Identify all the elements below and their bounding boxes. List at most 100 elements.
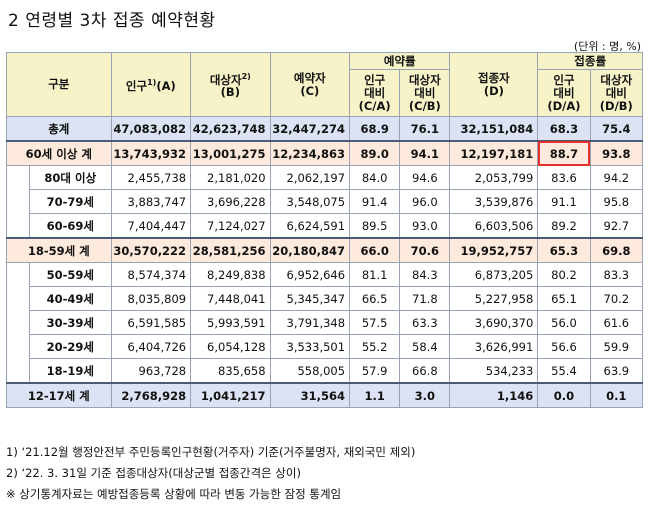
cell-tgt: 7,448,041 [190,286,271,311]
cell-rca: 55.2 [349,334,401,359]
cell-rdb: 69.8 [589,237,644,263]
row-label: 12-17세 계 [6,382,112,408]
cell-vac: 12,197,181 [449,140,539,166]
header-category: 구분 [6,52,112,117]
cell-rda: 55.4 [537,358,591,384]
cell-res: 6,952,646 [269,262,351,287]
cell-res: 558,005 [269,358,351,384]
cell-rdb: 75.4 [589,116,644,142]
table-row: 40-49세 8,035,809 7,448,041 5,345,347 66.5 71.… [6,286,644,311]
indent-cell [6,310,30,335]
cell-rdb: 93.8 [589,140,644,166]
table-row: 60세 이상 계 13,743,932 13,001,275 12,234,863 89… [6,140,644,166]
cell-rca: 57.9 [349,358,401,384]
cell-rca: 66.0 [349,237,401,263]
cell-rca: 84.0 [349,165,401,190]
footnote-3: ※ 상기통계자료는 예방접종등록 상황에 따라 변동 가능한 잠정 통계임 [6,487,342,501]
cell-tgt: 835,658 [190,358,271,384]
row-label: 40-49세 [29,286,112,311]
cell-pop: 47,083,082 [110,116,192,142]
cell-pop: 2,768,928 [110,382,192,408]
cell-tgt: 28,581,256 [190,237,271,263]
indent-cell [6,189,30,214]
row-label: 18-19세 [29,358,112,384]
cell-rcb: 63.3 [399,310,451,335]
cell-tgt: 8,249,838 [190,262,271,287]
header-tgt-ratio-d: 대상자 대비 (D/B) [589,69,644,117]
cell-pop: 6,591,585 [110,310,192,335]
cell-tgt: 6,054,128 [190,334,271,359]
row-label: 18-59세 계 [6,237,112,263]
header-vaccinated: 접종자 (D) [449,52,539,117]
cell-vac: 5,227,958 [449,286,539,311]
cell-rcb: 71.8 [399,286,451,311]
table-row: 80대 이상 2,455,738 2,181,020 2,062,197 84.0 94.… [6,165,644,190]
cell-rda: 56.6 [537,334,591,359]
cell-rca: 1.1 [349,382,401,408]
cell-rda: 68.3 [537,116,591,142]
footnote-1: 1) ‘21.12월 행정안전부 주민등록인구현황(거주자) 기준(거주불명자,… [6,445,416,459]
indent-cell [6,213,30,238]
row-label: 20-29세 [29,334,112,359]
cell-pop: 2,455,738 [110,165,192,190]
indent-cell [6,165,30,190]
highlighted-cell: 88.7 [537,140,591,166]
cell-vac: 6,603,506 [449,213,539,239]
cell-res: 31,564 [269,382,351,408]
cell-vac: 1,146 [449,382,539,408]
row-label: 60-69세 [29,213,112,239]
cell-rcb: 93.0 [399,213,451,239]
table-row: 12-17세 계 2,768,928 1,041,217 31,564 1.1 3.0 1,… [6,382,644,408]
cell-pop: 8,035,809 [110,286,192,311]
indent-cell [6,262,30,287]
cell-rca: 89.5 [349,213,401,239]
cell-rcb: 94.1 [399,140,451,166]
cell-vac: 19,952,757 [449,237,539,263]
header-population: 인구1)(A) [110,52,192,117]
cell-vac: 32,151,084 [449,116,539,142]
header-vacc-rate: 접종률 [537,52,643,70]
cell-rdb: 83.3 [589,262,644,287]
table-row: 60-69세 7,404,447 7,124,027 6,624,591 89.5 93.… [6,213,644,239]
header-reserved: 예약자 (C) [269,52,351,117]
cell-rcb: 66.8 [399,358,451,384]
row-label: 60세 이상 계 [6,140,112,166]
cell-rcb: 3.0 [399,382,451,408]
cell-tgt: 7,124,027 [190,213,271,239]
cell-res: 2,062,197 [269,165,351,190]
cell-pop: 30,570,222 [110,237,192,263]
indent-cell [6,358,30,383]
cell-rca: 57.5 [349,310,401,335]
cell-tgt: 1,041,217 [190,382,271,408]
cell-res: 20,180,847 [269,237,351,263]
footnotes: 1) ‘21.12월 행정안전부 주민등록인구현황(거주자) 기준(거주불명자,… [6,442,415,505]
cell-tgt: 3,696,228 [190,189,271,214]
cell-res: 3,548,075 [269,189,351,214]
cell-res: 32,447,274 [269,116,351,142]
cell-rda: 89.2 [537,213,591,239]
cell-rca: 91.4 [349,189,401,214]
cell-pop: 6,404,726 [110,334,192,359]
cell-vac: 2,053,799 [449,165,539,190]
cell-vac: 534,233 [449,358,539,384]
cell-res: 6,624,591 [269,213,351,239]
row-label: 80대 이상 [29,165,112,190]
header-pop-ratio-d: 인구 대비 (D/A) [537,69,591,117]
indent-cell [6,286,30,311]
table-row: 70-79세 3,883,747 3,696,228 3,548,075 91.4 96.… [6,189,644,214]
cell-rcb: 76.1 [399,116,451,142]
indent-cell [6,334,30,359]
cell-rcb: 96.0 [399,189,451,214]
cell-rca: 68.9 [349,116,401,142]
table-row: 18-59세 계 30,570,222 28,581,256 20,180,847 66… [6,237,644,263]
cell-rdb: 63.9 [589,358,644,384]
cell-pop: 8,574,374 [110,262,192,287]
cell-vac: 3,690,370 [449,310,539,335]
cell-pop: 13,743,932 [110,140,192,166]
cell-rdb: 92.7 [589,213,644,239]
cell-rda: 56.0 [537,310,591,335]
cell-tgt: 2,181,020 [190,165,271,190]
cell-rdb: 61.6 [589,310,644,335]
cell-tgt: 13,001,275 [190,140,271,166]
cell-rdb: 95.8 [589,189,644,214]
